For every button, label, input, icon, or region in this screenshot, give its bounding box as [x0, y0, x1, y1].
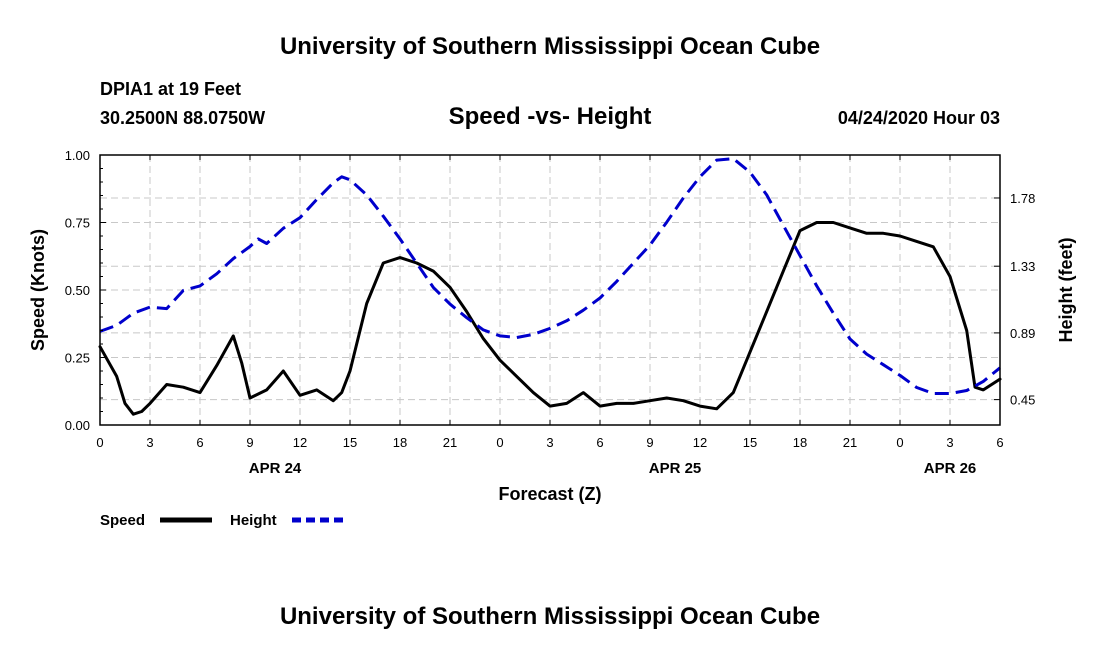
x-tick-label: 15	[343, 435, 357, 450]
y-tick-label: 0.50	[65, 283, 90, 298]
x-tick-label: 21	[843, 435, 857, 450]
x-tick-label: 21	[443, 435, 457, 450]
x-tick-label: 0	[896, 435, 903, 450]
y-tick-label: 1.00	[65, 148, 90, 163]
day-label: APR 25	[649, 460, 702, 477]
y-tick-label: 0.75	[65, 216, 90, 231]
x-tick-label: 9	[246, 435, 253, 450]
x-tick-label: 12	[293, 435, 307, 450]
y-axis-label: Speed (Knots)	[28, 229, 48, 351]
top-title: University of Southern Mississippi Ocean…	[280, 33, 820, 60]
day-label: APR 26	[924, 460, 977, 477]
y2-axis-label: Height (feet)	[1056, 238, 1076, 343]
x-tick-label: 3	[946, 435, 953, 450]
bottom-title: University of Southern Mississippi Ocean…	[280, 603, 820, 630]
y2-tick-label: 0.89	[1010, 326, 1035, 341]
x-tick-label: 6	[196, 435, 203, 450]
y-tick-label: 0.25	[65, 351, 90, 366]
y2-tick-label: 1.33	[1010, 259, 1035, 274]
station-label: DPIA1 at 19 Feet	[100, 79, 241, 99]
x-tick-label: 6	[596, 435, 603, 450]
x-tick-label: 18	[393, 435, 407, 450]
x-axis-label: Forecast (Z)	[498, 484, 601, 504]
series-line-speed	[98, 221, 1002, 416]
x-tick-label: 6	[996, 435, 1003, 450]
axis-ticks: 0 3 6 9 12 15 18 21 0 3 6 9 12 15 18 21 0 3 6 0.00 0.25 0.50 0…	[65, 148, 1036, 477]
x-tick-label: 3	[546, 435, 553, 450]
series-line-height	[99, 157, 1001, 395]
x-tick-label: 18	[793, 435, 807, 450]
y2-tick-label: 1.78	[1010, 191, 1035, 206]
x-tick-label: 15	[743, 435, 757, 450]
plot-series	[98, 157, 1002, 416]
legend-speed-label: Speed	[100, 512, 145, 529]
legend: Speed Height	[100, 512, 344, 529]
day-label: APR 24	[249, 460, 302, 477]
y-tick-label: 0.00	[65, 418, 90, 433]
x-tick-label: 12	[693, 435, 707, 450]
x-tick-label: 0	[496, 435, 503, 450]
legend-height-label: Height	[230, 512, 277, 529]
y2-tick-label: 0.45	[1010, 393, 1035, 408]
x-tick-label: 9	[646, 435, 653, 450]
grid	[100, 155, 1000, 425]
x-tick-label: 0	[96, 435, 103, 450]
datetime-label: 04/24/2020 Hour 03	[838, 108, 1000, 128]
x-tick-label: 3	[146, 435, 153, 450]
chart-title: Speed -vs- Height	[449, 103, 652, 130]
coordinates-label: 30.2500N 88.0750W	[100, 108, 265, 128]
